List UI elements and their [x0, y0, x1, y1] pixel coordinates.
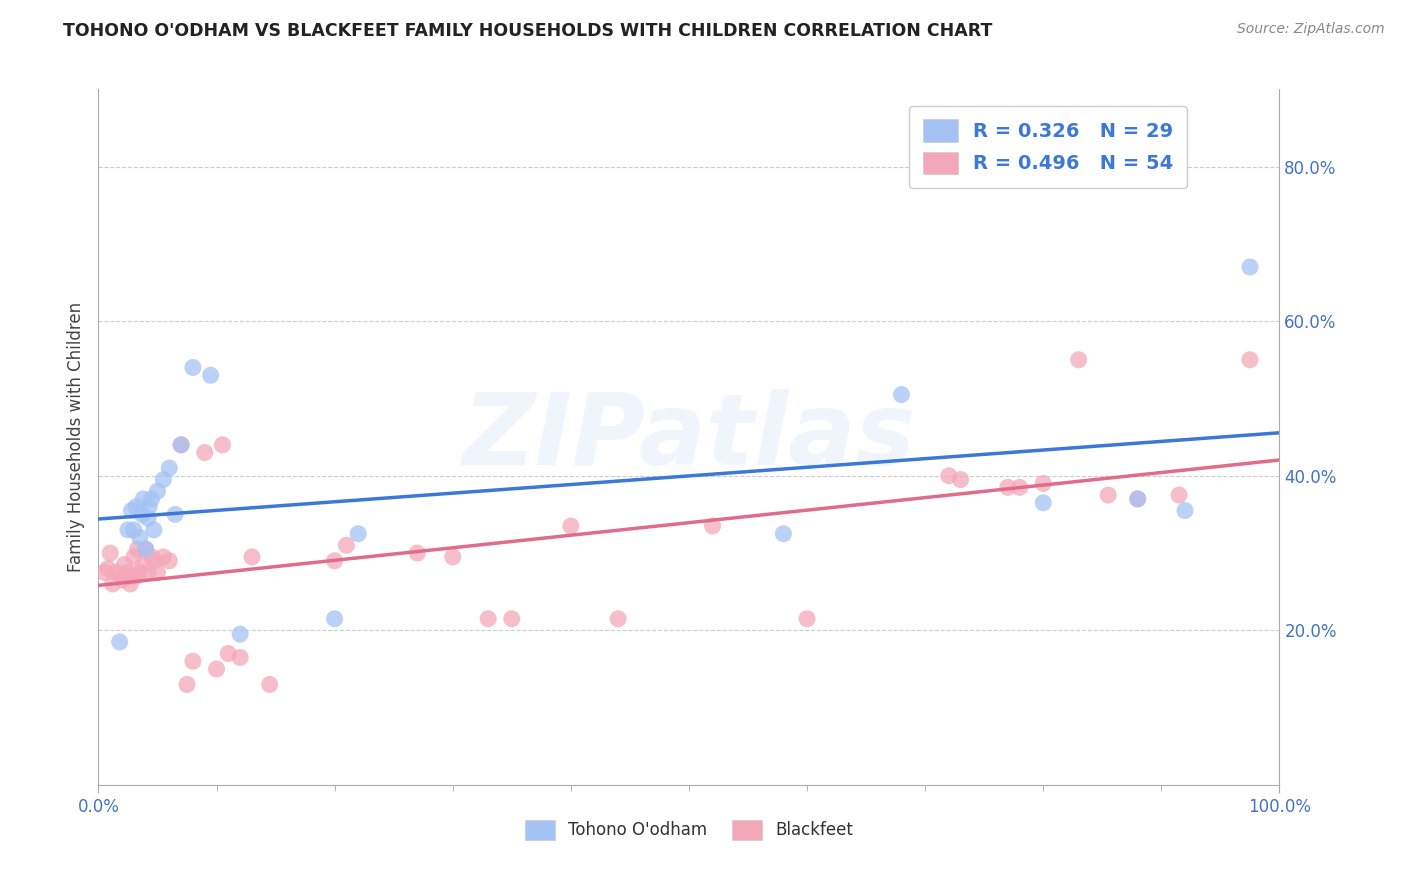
Point	[938, 468, 960, 483]
Point	[240, 549, 263, 564]
Point	[128, 531, 150, 545]
Point	[141, 549, 163, 564]
Point	[323, 612, 346, 626]
Point	[135, 542, 157, 557]
Point	[181, 360, 204, 375]
Point	[111, 573, 134, 587]
Point	[146, 484, 169, 499]
Point	[117, 523, 139, 537]
Point	[132, 558, 155, 572]
Point	[997, 480, 1019, 494]
Point	[115, 569, 138, 583]
Point	[138, 500, 160, 514]
Point	[157, 554, 180, 568]
Point	[335, 538, 357, 552]
Point	[229, 650, 252, 665]
Point	[152, 473, 174, 487]
Point	[607, 612, 630, 626]
Point	[949, 473, 972, 487]
Point	[702, 519, 724, 533]
Point	[128, 566, 150, 580]
Point	[796, 612, 818, 626]
Text: Source: ZipAtlas.com: Source: ZipAtlas.com	[1237, 22, 1385, 37]
Point	[229, 627, 252, 641]
Point	[170, 438, 193, 452]
Point	[170, 438, 193, 452]
Point	[142, 523, 165, 537]
Point	[1067, 352, 1090, 367]
Point	[194, 445, 217, 459]
Point	[1126, 491, 1149, 506]
Point	[211, 438, 233, 452]
Text: ZIPatlas: ZIPatlas	[463, 389, 915, 485]
Point	[132, 491, 155, 506]
Point	[117, 566, 139, 580]
Point	[200, 368, 222, 383]
Point	[146, 566, 169, 580]
Point	[1239, 352, 1261, 367]
Point	[125, 500, 148, 514]
Point	[1097, 488, 1119, 502]
Point	[406, 546, 429, 560]
Point	[1168, 488, 1191, 502]
Point	[501, 612, 523, 626]
Point	[165, 508, 187, 522]
Point	[122, 549, 145, 564]
Point	[1032, 496, 1054, 510]
Point	[157, 461, 180, 475]
Point	[98, 546, 121, 560]
Point	[1032, 476, 1054, 491]
Point	[176, 677, 198, 691]
Point	[205, 662, 228, 676]
Point	[105, 566, 128, 580]
Point	[217, 647, 239, 661]
Point	[101, 577, 124, 591]
Text: TOHONO O'ODHAM VS BLACKFEET FAMILY HOUSEHOLDS WITH CHILDREN CORRELATION CHART: TOHONO O'ODHAM VS BLACKFEET FAMILY HOUSE…	[63, 22, 993, 40]
Point	[97, 561, 120, 575]
Point	[1008, 480, 1031, 494]
Point	[125, 569, 148, 583]
Point	[1174, 503, 1197, 517]
Point	[112, 558, 135, 572]
Point	[259, 677, 281, 691]
Point	[1126, 491, 1149, 506]
Point	[108, 635, 131, 649]
Point	[108, 569, 131, 583]
Point	[127, 542, 149, 557]
Point	[143, 554, 166, 568]
Point	[136, 511, 159, 525]
Point	[181, 654, 204, 668]
Point	[93, 566, 115, 580]
Point	[121, 569, 143, 583]
Point	[323, 554, 346, 568]
Legend: Tohono O'odham, Blackfeet: Tohono O'odham, Blackfeet	[517, 814, 860, 847]
Point	[890, 387, 912, 401]
Point	[121, 503, 143, 517]
Point	[477, 612, 499, 626]
Point	[152, 549, 174, 564]
Point	[136, 566, 159, 580]
Point	[141, 491, 163, 506]
Point	[560, 519, 582, 533]
Point	[772, 526, 794, 541]
Point	[347, 526, 370, 541]
Point	[1239, 260, 1261, 274]
Point	[120, 577, 142, 591]
Point	[135, 542, 157, 557]
Point	[122, 523, 145, 537]
Point	[441, 549, 464, 564]
Y-axis label: Family Households with Children: Family Households with Children	[66, 302, 84, 572]
Point	[131, 508, 153, 522]
